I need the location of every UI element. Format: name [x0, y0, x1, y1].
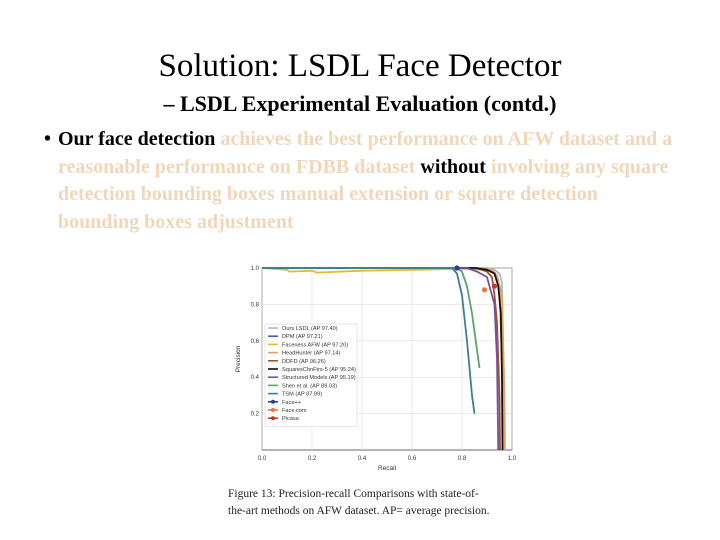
- figure: 0.0 0.2 0.4 0.6 0.8 1.0 0.2 0.4 0.6 0.8 1.0 Recall P…: [228, 254, 522, 522]
- bullet-segment-3: without: [420, 155, 491, 178]
- legend-entry: DDFD (AP 96.26): [282, 359, 326, 365]
- bullet-segment-1: Our face detection: [58, 128, 221, 150]
- legend-marker: [271, 399, 275, 404]
- x-tick-label: 0.0: [258, 456, 267, 462]
- legend-entry: Ours LSDL (AP 97.40): [282, 326, 338, 332]
- slide-title: Solution: LSDL Face Detector: [158, 48, 562, 84]
- legend-marker: [271, 416, 275, 421]
- series-line: [262, 267, 504, 451]
- legend-marker: [271, 408, 275, 412]
- series-marker: [491, 283, 498, 289]
- x-axis-label: Recall: [378, 465, 397, 472]
- series-line: [262, 267, 500, 451]
- caption-line-2: the-art methods on AFW dataset. AP= aver…: [228, 505, 490, 517]
- series-marker: [454, 265, 460, 271]
- y-tick-label: 1.0: [251, 266, 260, 272]
- y-axis-label: Precision: [235, 345, 242, 372]
- legend-entry: Picasa: [282, 416, 300, 422]
- legend-entry: Shen et al. (AP 89.03): [282, 383, 337, 389]
- legend-entry: Structured Models (AP 95.19): [282, 375, 356, 381]
- x-tick-label: 1.0: [508, 456, 517, 462]
- legend-entry: DPM (AP 97.21): [282, 334, 323, 340]
- legend-entry: HeadHunter (AP 97.14): [282, 351, 340, 357]
- legend-entry: Face.com: [282, 408, 307, 414]
- bullet-point: • Our face detection achieves the best p…: [40, 126, 680, 236]
- slide-subtitle: – LSDL Experimental Evaluation (contd.): [163, 91, 557, 116]
- y-tick-label: 0.6: [251, 339, 260, 345]
- y-tick-label: 0.8: [251, 302, 260, 308]
- legend-entry: Faceness AFW (AP 97.20): [282, 342, 348, 348]
- bullet-text: Our face detection achieves the best per…: [40, 126, 680, 236]
- bullet-marker: •: [44, 128, 52, 150]
- bullet-segment-4: involving any square detection bounding …: [58, 155, 669, 233]
- figure-caption: Figure 13: Precision-recall Comparisons …: [228, 486, 522, 520]
- bullet-segment-2: achieves the best performance on AFW dat…: [58, 128, 673, 178]
- x-tick-label: 0.4: [358, 456, 367, 462]
- series-line: [262, 267, 476, 414]
- x-tick-label: 0.6: [408, 456, 417, 462]
- caption-line-1: Figure 13: Precision-recall Comparisons …: [228, 488, 479, 500]
- legend-entry: Face++: [282, 400, 301, 406]
- series-line: [262, 267, 506, 451]
- legend-entry: TSM (AP 87.99): [282, 392, 322, 398]
- x-tick-label: 0.2: [308, 456, 317, 462]
- series-marker: [481, 287, 488, 293]
- legend-entry: SquaresChnFtrs-5 (AP 95.24): [282, 367, 356, 373]
- x-tick-label: 0.8: [458, 456, 467, 462]
- precision-recall-chart: 0.0 0.2 0.4 0.6 0.8 1.0 0.2 0.4 0.6 0.8 1.0 Recall P…: [235, 265, 517, 472]
- y-tick-label: 0.4: [251, 375, 260, 381]
- y-tick-label: 0.2: [251, 412, 260, 418]
- legend-box: [264, 323, 358, 427]
